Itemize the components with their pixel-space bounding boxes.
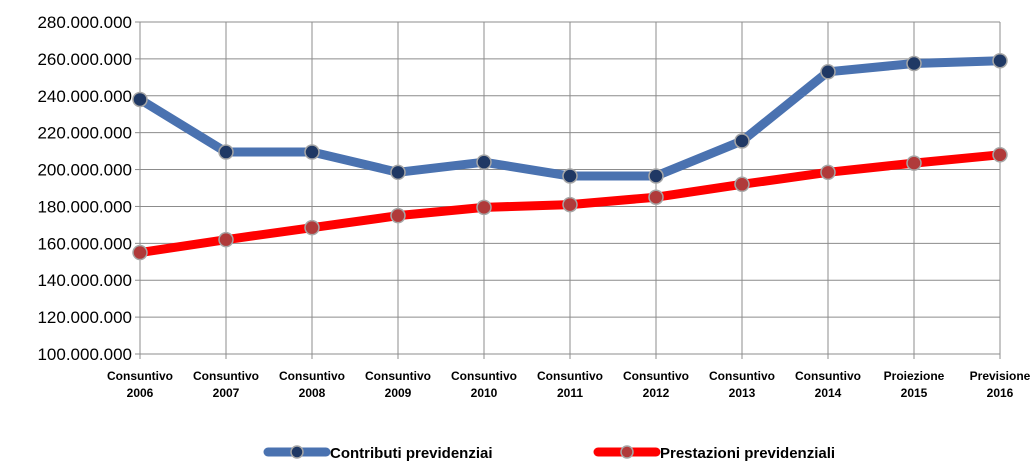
data-point-1-9 — [820, 64, 836, 80]
x-tick-label: 2006 — [127, 386, 154, 400]
data-point-2-1 — [132, 244, 148, 261]
x-tick-label: 2014 — [815, 386, 842, 400]
x-tick-label: 2007 — [213, 386, 240, 400]
y-tick-label: 180.000.000 — [37, 197, 132, 216]
y-tick-label: 100.000.000 — [37, 345, 132, 364]
x-tick-label: Consuntivo — [193, 369, 259, 383]
data-point-2-4 — [390, 207, 406, 224]
data-point-2-6 — [562, 196, 578, 213]
data-point-1-11 — [992, 52, 1008, 69]
y-tick-label: 240.000.000 — [37, 87, 132, 106]
y-tick-label: 140.000.000 — [37, 271, 132, 290]
data-point-2-9 — [820, 164, 836, 181]
data-point-2-10 — [906, 155, 922, 171]
legend-label: Contributi previdenziai — [330, 445, 493, 462]
x-tick-label: 2013 — [729, 386, 756, 400]
x-tick-label: 2008 — [299, 386, 326, 400]
data-point-1-4 — [390, 164, 406, 181]
y-tick-label: 120.000.000 — [37, 308, 132, 327]
y-tick-label: 160.000.000 — [37, 234, 132, 253]
legend: Contributi previdenziai Prestazioni previ… — [263, 445, 835, 462]
x-tick-label: Consuntivo — [623, 369, 689, 383]
data-point-1-3 — [304, 144, 320, 160]
data-point-1-5 — [476, 154, 492, 170]
x-tick-label: 2012 — [643, 386, 670, 400]
x-tick-label: Consuntivo — [537, 369, 603, 383]
y-tick-label: 280.000.000 — [37, 13, 132, 32]
data-point-2-11 — [992, 147, 1008, 163]
x-tick-label: Consuntivo — [279, 369, 345, 383]
data-point-1-10 — [906, 55, 922, 72]
legend-label: Prestazioni previdenziali — [660, 445, 835, 462]
x-tick-label: 2011 — [557, 386, 583, 400]
grid-lines — [139, 21, 1001, 359]
data-point-1-6 — [562, 168, 578, 184]
x-tick-label: 2009 — [385, 386, 412, 400]
data-point-2-2 — [218, 231, 234, 248]
data-point-2-3 — [304, 219, 320, 236]
legend-item-1: Contributi previdenziai — [263, 445, 493, 462]
data-point-1-1 — [132, 91, 148, 108]
x-tick-label: Consuntivo — [451, 369, 517, 383]
x-tick-label: 2016 — [987, 386, 1014, 400]
x-tick-label: Consuntivo — [107, 369, 173, 383]
x-tick-label: 2015 — [901, 386, 928, 400]
data-point-2-5 — [476, 199, 492, 216]
data-point-1-7 — [648, 168, 664, 184]
y-tick-label: 260.000.000 — [37, 50, 132, 69]
x-tick-label: 2010 — [471, 386, 498, 400]
x-tick-label: Consuntivo — [365, 369, 431, 383]
series-group — [132, 52, 1008, 261]
x-tick-label: Proiezione — [884, 369, 945, 383]
x-axis-tick-labels: Consuntivo 2006 Consuntivo 2007 Consuntivo 20… — [107, 369, 1031, 400]
legend-swatch-marker — [290, 445, 304, 459]
legend-swatch-marker — [620, 445, 634, 459]
x-tick-label: Consuntivo — [795, 369, 861, 383]
data-point-2-8 — [734, 176, 750, 193]
x-tick-label: Previsione — [970, 369, 1031, 383]
y-tick-label: 220.000.000 — [37, 124, 132, 143]
y-axis-tick-labels: 100.000.000 120.000.000 140.000.000 160.000… — [37, 13, 132, 364]
x-tick-label: Consuntivo — [709, 369, 775, 383]
data-point-1-2 — [218, 144, 234, 160]
y-tick-label: 200.000.000 — [37, 161, 132, 180]
data-point-2-7 — [648, 189, 664, 205]
legend-item-2: Prestazioni previdenziali — [593, 445, 835, 462]
data-point-1-8 — [734, 133, 750, 149]
